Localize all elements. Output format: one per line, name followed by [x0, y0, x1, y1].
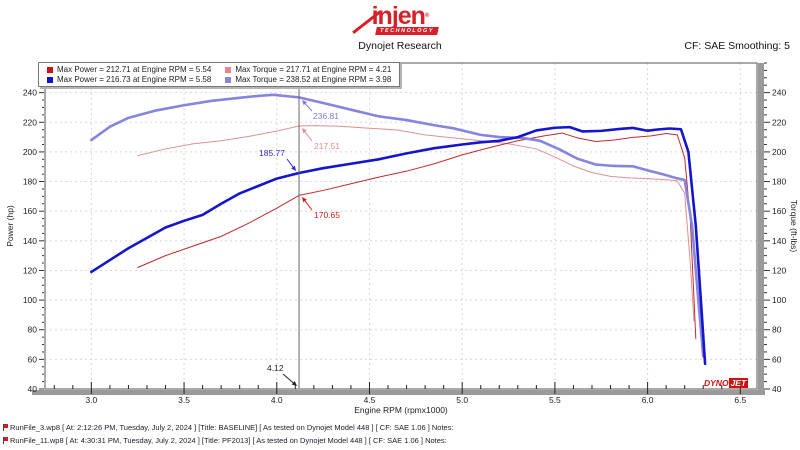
legend-label: Max Torque = 217.71 at Engine RPM = 4.21	[235, 65, 392, 74]
legend-item-pf2013-power: Max Power = 216.73 at Engine RPM = 5.58	[47, 75, 211, 84]
rpm-tick-label: 6.0	[642, 395, 654, 405]
legend-item-pf2013-torque: Max Torque = 238.52 at Engine RPM = 3.98	[225, 75, 391, 84]
run-file-info: RunFile_3.wp8 [ At: 2:12:26 PM, Tuesday,…	[10, 423, 454, 432]
power-tick-label: 240	[23, 88, 37, 98]
torque-tick-label: 80	[772, 325, 782, 335]
annotation-arrowhead-icon	[302, 100, 308, 106]
legend-label: Max Power = 212.71 at Engine RPM = 5.54	[57, 65, 212, 74]
run-file-row-pf2013[interactable]: RunFile_11.wp8 [ At: 4:30:31 PM, Tuesday…	[3, 434, 797, 447]
cursor-value-annotation: 170.65	[314, 210, 340, 220]
smoothing-setting-label: CF: SAE Smoothing: 5	[684, 40, 790, 52]
baseline-torque-swatch-icon	[225, 66, 232, 73]
plot-border	[44, 62, 758, 390]
power-tick-label: 100	[23, 295, 37, 305]
power-curve-baseline	[137, 132, 697, 340]
power-tick-label: 80	[28, 325, 38, 335]
run-file-info: RunFile_11.wp8 [ At: 4:30:31 PM, Tuesday…	[10, 436, 447, 445]
rpm-tick-label: 5.0	[456, 395, 468, 405]
rpm-tick-label: 3.0	[85, 395, 97, 405]
rpm-tick-label: 4.0	[271, 395, 283, 405]
run-file-list: RunFile_3.wp8 [ At: 2:12:26 PM, Tuesday,…	[3, 421, 797, 447]
pf2013-power-swatch-icon	[47, 76, 53, 83]
x-axis-title: Engine RPM (rpmx1000)	[354, 405, 448, 415]
power-tick-label: 180	[23, 177, 37, 187]
legend-label: Max Power = 216.73 at Engine RPM = 5.58	[57, 75, 212, 84]
annotation-arrowhead-icon	[291, 165, 296, 171]
injen-logo-word: injen®	[371, 2, 430, 30]
torque-tick-label: 220	[772, 117, 786, 127]
annotation-arrow	[304, 200, 313, 211]
x-axis-bar	[32, 390, 765, 395]
annotation-arrow	[286, 158, 294, 168]
annotation-arrow	[282, 373, 294, 384]
legend-item-baseline-power: Max Power = 212.71 at Engine RPM = 5.54	[47, 65, 211, 74]
power-tick-label: 200	[23, 147, 37, 157]
run-file-icon	[3, 424, 8, 431]
torque-tick-label: 60	[772, 354, 782, 364]
torque-tick-label: 100	[772, 295, 786, 305]
rpm-tick-label: 3.5	[178, 395, 190, 405]
torque-tick-label: 200	[772, 147, 786, 157]
baseline-power-swatch-icon	[47, 66, 53, 73]
legend: Max Power = 212.71 at Engine RPM = 5.54 …	[38, 62, 401, 87]
torque-curve-pf2013	[90, 93, 705, 358]
annotation-arrow	[304, 131, 313, 142]
annotation-arrowhead-icon	[291, 380, 297, 386]
dynojet-watermark-logo: DYNO JET	[704, 378, 749, 388]
legend-item-baseline-torque: Max Torque = 217.71 at Engine RPM = 4.21	[225, 65, 391, 74]
power-tick-label: 60	[28, 354, 38, 364]
annotation-arrow	[304, 103, 313, 112]
power-tick-label: 160	[23, 206, 37, 216]
torque-curve-baseline	[137, 125, 695, 322]
cursor-value-annotation: 217.51	[314, 141, 340, 151]
annotation-arrowhead-icon	[302, 128, 307, 134]
right-axis-bar	[758, 63, 764, 395]
rpm-tick-label: 5.5	[549, 395, 561, 405]
registered-mark: ®	[424, 13, 430, 19]
rpm-tick-label: 6.5	[734, 395, 746, 405]
torque-tick-label: 240	[772, 88, 786, 98]
dynojet-logo-part1: DYNO	[704, 378, 729, 388]
power-tick-label: 40	[28, 384, 38, 394]
power-tick-label: 140	[23, 236, 37, 246]
chart-title: Dynojet Research	[358, 40, 442, 52]
torque-tick-label: 140	[772, 236, 786, 246]
legend-label: Max Torque = 238.52 at Engine RPM = 3.98	[235, 75, 392, 84]
torque-tick-label: 180	[772, 177, 786, 187]
rpm-tick-label: 4.5	[364, 395, 376, 405]
left-axis-title: Power (hp)	[5, 205, 15, 247]
pf2013-torque-swatch-icon	[225, 76, 232, 83]
cursor-value-annotation: 185.77	[259, 148, 285, 158]
torque-tick-label: 120	[772, 265, 786, 275]
torque-tick-label: 160	[772, 206, 786, 216]
cursor-value-annotation: 236.81	[313, 111, 339, 121]
annotation-arrowhead-icon	[302, 197, 307, 203]
injen-logo: injen® TECHNOLOGY	[0, 4, 800, 38]
torque-tick-label: 40	[772, 384, 782, 394]
power-tick-label: 220	[23, 117, 37, 127]
cursor-value-annotation: 4.12	[267, 363, 284, 373]
power-tick-label: 120	[23, 265, 37, 275]
run-file-row-baseline[interactable]: RunFile_3.wp8 [ At: 2:12:26 PM, Tuesday,…	[3, 421, 797, 434]
right-axis-title: Torque (ft-lbs)	[789, 200, 799, 253]
dynojet-logo-part2: JET	[728, 378, 749, 388]
power-curve-pf2013	[90, 125, 707, 366]
run-file-icon	[3, 437, 8, 444]
